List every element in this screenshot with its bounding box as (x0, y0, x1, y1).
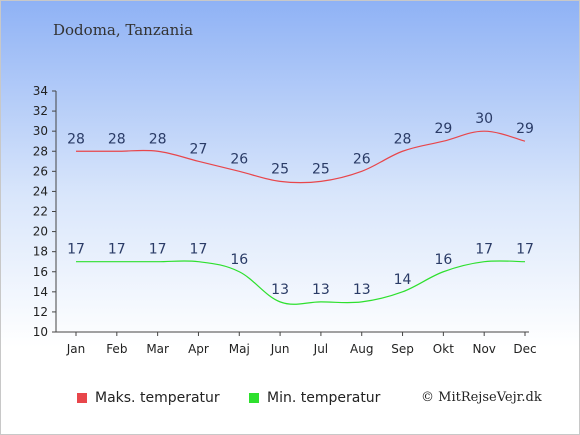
legend-min-swatch (249, 393, 259, 403)
min-data-label: 13 (353, 282, 371, 298)
x-tick-label: Jun (270, 342, 290, 356)
max-data-label: 26 (353, 151, 371, 167)
y-tick-label: 16 (33, 265, 48, 279)
max-data-label: 29 (516, 121, 534, 137)
x-tick-label: Jan (66, 342, 86, 356)
y-tick-label: 12 (33, 305, 48, 319)
y-tick-label: 20 (33, 225, 48, 239)
y-tick-label: 30 (33, 124, 48, 138)
min-data-label: 13 (271, 282, 289, 298)
legend-min: Min. temperatur (249, 390, 380, 406)
max-data-label: 28 (394, 131, 412, 147)
max-data-label: 29 (434, 121, 452, 137)
x-tick-label: Apr (188, 342, 209, 356)
max-data-label: 25 (312, 161, 330, 177)
x-tick-label: Mar (146, 342, 169, 356)
y-tick-label: 18 (33, 245, 48, 259)
max-data-label: 28 (149, 131, 167, 147)
max-data-label: 27 (190, 141, 208, 157)
x-tick-label: Maj (229, 342, 250, 356)
min-data-label: 17 (67, 242, 85, 258)
x-tick-label: Okt (433, 342, 454, 356)
min-data-label: 13 (312, 282, 330, 298)
y-tick-label: 28 (33, 144, 48, 158)
x-tick-label: Jul (313, 342, 328, 356)
x-tick-label: Nov (472, 342, 495, 356)
min-data-label: 17 (190, 242, 208, 258)
max-data-label: 26 (230, 151, 248, 167)
min-temperature-line (76, 260, 526, 305)
min-data-label: 17 (475, 242, 493, 258)
y-tick-label: 22 (33, 205, 48, 219)
min-data-label: 17 (108, 242, 126, 258)
legend-max-swatch (77, 393, 87, 403)
max-data-label: 30 (475, 111, 493, 127)
axes: 10 12 14 16 18 20 22 24 26 28 30 32 34 Jan Feb Mar Apr Ma… (33, 84, 537, 356)
x-tick-label: Dec (513, 342, 536, 356)
y-tick-label: 10 (33, 325, 48, 339)
y-tick-label: 14 (33, 285, 48, 299)
y-tick-label: 32 (33, 104, 48, 118)
max-data-label: 28 (67, 131, 85, 147)
copyright-text: © MitRejseVejr.dk (421, 390, 542, 405)
max-data-label: 25 (271, 161, 289, 177)
y-tick-label: 24 (33, 184, 48, 198)
y-tick-label: 26 (33, 164, 48, 178)
data-labels: 28 28 28 27 26 25 25 26 28 29 30 29 17 17 17 17 16 13 13 13… (67, 111, 534, 298)
x-tick-label: Feb (106, 342, 127, 356)
x-tick-label: Sep (391, 342, 414, 356)
max-temperature-line (76, 130, 526, 184)
min-data-label: 17 (149, 242, 167, 258)
location-title: Dodoma, Tanzania (53, 21, 194, 39)
min-data-label: 16 (230, 252, 248, 268)
x-tick-label: Aug (350, 342, 373, 356)
legend-min-label: Min. temperatur (267, 390, 381, 406)
series-layer (76, 130, 526, 305)
max-data-label: 28 (108, 131, 126, 147)
y-tick-label: 34 (33, 84, 48, 98)
min-data-label: 14 (394, 272, 412, 288)
legend-max: Maks. temperatur (77, 390, 220, 406)
min-data-label: 17 (516, 242, 534, 258)
min-data-label: 16 (434, 252, 452, 268)
legend-max-label: Maks. temperatur (95, 390, 220, 406)
